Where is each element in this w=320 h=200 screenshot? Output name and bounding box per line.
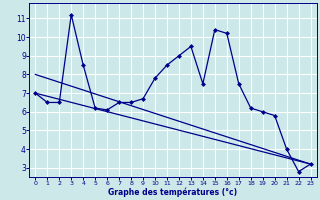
- X-axis label: Graphe des températures (°c): Graphe des températures (°c): [108, 187, 237, 197]
